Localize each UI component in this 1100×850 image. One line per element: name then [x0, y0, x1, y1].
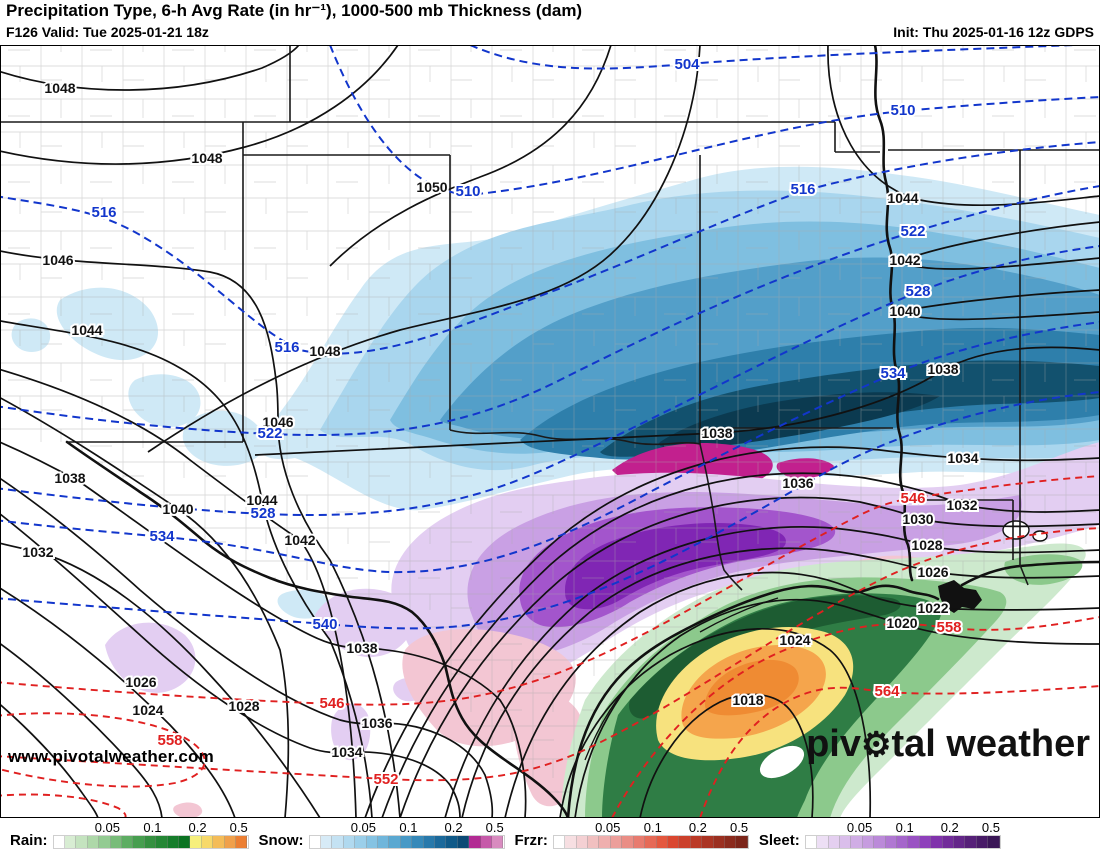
legend-tick: 0.2 [188, 820, 207, 835]
contour-label-1022: 1022 [917, 600, 948, 616]
snow-colorbar [308, 835, 505, 849]
thickness-cold [0, 45, 1100, 630]
contour-label-516: 516 [790, 181, 815, 198]
contour-label-1036: 1036 [361, 715, 392, 731]
contour-label-558: 558 [157, 732, 182, 749]
legend-snow: Snow: 0.05 0.1 0.2 0.5 [259, 820, 505, 850]
forecast-map-svg: 1048 1048 1050 1048 1046 1046 1044 1044 1044 1042… [0, 45, 1100, 818]
rain-colorbar [52, 835, 249, 849]
legend-tick: 0.1 [143, 820, 162, 835]
contour-label-1026: 1026 [125, 674, 156, 690]
map-title: Precipitation Type, 6-h Avg Rate (in hr⁻… [6, 1, 583, 20]
isobars-black [0, 45, 1100, 818]
contour-label-1044: 1044 [71, 322, 102, 338]
contour-label-534: 534 [149, 528, 175, 545]
legend-frzr: Frzr: 0.05 0.1 0.2 0.5 [515, 820, 749, 850]
legend-tick: 0.05 [350, 820, 377, 835]
contour-label-1032: 1032 [22, 544, 53, 560]
legend-tick: 0.5 [485, 820, 504, 835]
contour-label-1044: 1044 [246, 492, 277, 508]
contour-label-1038: 1038 [701, 425, 732, 441]
contour-label-564: 564 [874, 683, 900, 700]
contour-label-1038: 1038 [54, 470, 85, 486]
contour-label-1020: 1020 [886, 615, 917, 631]
contour-label-1046: 1046 [42, 252, 73, 268]
legend-snow-label: Snow: [258, 832, 304, 849]
contour-label-510: 510 [890, 102, 915, 119]
pivotal-weather-logo: piv⚙tal weather [806, 723, 1090, 766]
contour-label-1048: 1048 [309, 343, 340, 359]
legend-tick: 0.2 [688, 820, 707, 835]
legend-sleet-label: Sleet: [758, 832, 800, 849]
contour-label-1018: 1018 [732, 692, 763, 708]
contour-label-1046: 1046 [262, 414, 293, 430]
contour-label-516: 516 [274, 339, 299, 356]
map-canvas[interactable]: 1048 1048 1050 1048 1046 1046 1044 1044 1044 1042… [0, 45, 1100, 818]
contour-label-558: 558 [936, 619, 961, 636]
legend-tick: 0.5 [981, 820, 1000, 835]
legend-sleet: Sleet: 0.05 0.1 0.2 0.5 [759, 820, 1001, 850]
contour-label-1032: 1032 [946, 497, 977, 513]
contour-label-546: 546 [319, 695, 344, 712]
contour-label-504: 504 [674, 56, 700, 73]
contour-label-1042: 1042 [284, 532, 315, 548]
contour-label-1038: 1038 [346, 640, 377, 656]
legend-tick: 0.1 [399, 820, 418, 835]
contour-label-1040: 1040 [162, 501, 193, 517]
contour-label-1036: 1036 [782, 475, 813, 491]
sleet-colorbar [804, 835, 1001, 849]
contour-label-1030: 1030 [902, 511, 933, 527]
legend-tick: 0.2 [444, 820, 463, 835]
contour-label-1044: 1044 [887, 190, 918, 206]
legend-tick: 0.05 [595, 820, 621, 835]
contour-label-522: 522 [257, 425, 282, 442]
contour-label-1042: 1042 [889, 252, 920, 268]
contour-label-510: 510 [455, 183, 480, 200]
legend-tick: 0.5 [729, 820, 749, 835]
legend-rain: Rain: 0.05 0.1 0.2 0.5 [10, 820, 249, 850]
contour-label-516: 516 [91, 204, 116, 221]
header: Precipitation Type, 6-h Avg Rate (in hr⁻… [0, 0, 1100, 45]
state-borders [0, 45, 1100, 591]
contour-label-1040: 1040 [889, 303, 920, 319]
logo-text-post: tal weather [891, 723, 1090, 765]
contour-label-528: 528 [905, 283, 930, 300]
contour-label-540: 540 [312, 616, 337, 633]
contour-label-1024: 1024 [779, 632, 810, 648]
contour-label-1034: 1034 [331, 744, 362, 760]
contour-label-1050: 1050 [416, 179, 447, 195]
contour-label-1024: 1024 [132, 702, 163, 718]
legend-tick: 0.1 [895, 820, 914, 835]
contour-label-1034: 1034 [947, 450, 978, 466]
logo-text-pre: piv [806, 723, 861, 765]
contour-label-1038: 1038 [927, 361, 958, 377]
contour-label-552: 552 [373, 771, 398, 788]
legend-tick: 0.05 [94, 820, 121, 835]
legend-tick: 0.1 [643, 820, 662, 835]
contour-label-1028: 1028 [911, 537, 942, 553]
frzr-colorbar [552, 835, 749, 849]
contour-label-546: 546 [900, 490, 925, 507]
thickness-warm [0, 475, 1100, 818]
precip-rate-legend: Rain: 0.05 0.1 0.2 0.5 Snow: 0.05 0.1 0.2 0.5 … [0, 818, 1100, 850]
legend-tick: 0.05 [846, 820, 873, 835]
contour-labels: 1048 1048 1050 1048 1046 1046 1044 1044 1044 1042… [20, 54, 980, 790]
init-time: Init: Thu 2025-01-16 12z GDPS [893, 24, 1094, 40]
contour-label-1048: 1048 [191, 150, 222, 166]
contour-label-1026: 1026 [917, 564, 948, 580]
legend-rain-label: Rain: [10, 832, 48, 849]
legend-tick: 0.2 [940, 820, 959, 835]
valid-time: F126 Valid: Tue 2025-01-21 18z [6, 24, 209, 40]
legend-tick: 0.5 [229, 820, 248, 835]
gear-icon: ⚙ [860, 726, 892, 764]
contour-label-1028: 1028 [228, 698, 259, 714]
legend-frzr-label: Frzr: [514, 832, 548, 849]
contour-label-522: 522 [900, 223, 925, 240]
mississippi-delta [938, 580, 982, 613]
watermark-url: www.pivotalweather.com [8, 747, 214, 766]
contour-label-534: 534 [880, 365, 906, 382]
contour-label-528: 528 [250, 505, 275, 522]
contour-label-1048: 1048 [44, 80, 75, 96]
